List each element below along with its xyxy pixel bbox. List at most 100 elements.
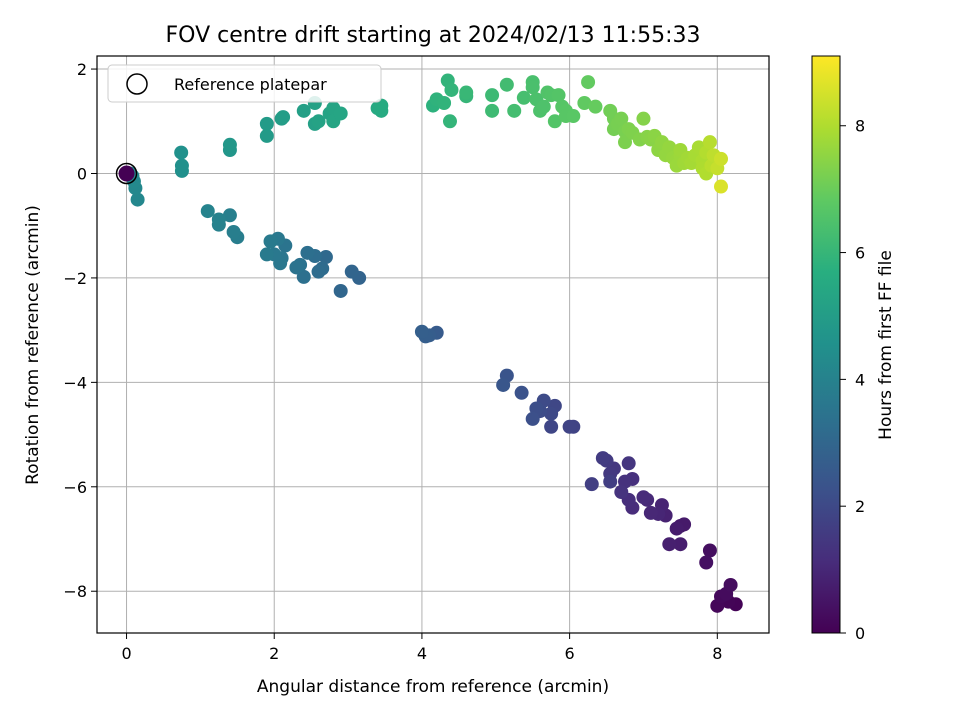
- data-point: [662, 537, 677, 552]
- data-point: [702, 135, 717, 150]
- data-point: [211, 212, 226, 227]
- data-point: [222, 137, 237, 152]
- data-point: [621, 456, 636, 471]
- data-point: [444, 82, 459, 97]
- data-point: [714, 179, 728, 194]
- data-point: [614, 485, 629, 500]
- y-tick-label: −4: [63, 373, 87, 392]
- reference-marker: [115, 162, 138, 185]
- data-point: [442, 114, 457, 129]
- data-point: [174, 145, 189, 160]
- data-point: [636, 111, 651, 126]
- colorbar-tick-label: 4: [855, 370, 865, 389]
- data-point: [333, 283, 348, 298]
- data-point: [496, 377, 511, 392]
- data-point: [551, 88, 566, 103]
- data-point: [259, 247, 274, 262]
- data-point: [603, 474, 618, 489]
- data-point: [499, 77, 514, 92]
- data-point: [437, 95, 452, 110]
- y-axis-label: Rotation from reference (arcmin): [23, 205, 43, 485]
- data-point: [723, 577, 738, 592]
- data-point: [507, 103, 522, 118]
- data-point: [226, 224, 241, 239]
- data-point: [344, 264, 359, 279]
- x-tick-label: 4: [417, 644, 427, 663]
- x-tick-label: 2: [269, 644, 279, 663]
- data-point: [300, 245, 315, 260]
- data-point: [566, 109, 581, 124]
- colorbar-ticks: 0 2 4 6 8: [840, 117, 865, 643]
- data-point: [485, 88, 500, 103]
- data-point: [595, 451, 610, 466]
- data-point: [669, 521, 684, 536]
- x-tick-label: 6: [565, 644, 575, 663]
- data-point: [544, 419, 559, 434]
- chart-title: FOV centre drift starting at 2024/02/13 …: [166, 23, 701, 48]
- data-point: [525, 411, 540, 426]
- data-point: [536, 99, 551, 114]
- data-point: [259, 128, 274, 143]
- legend-label: Reference platepar: [174, 75, 327, 94]
- legend: Reference platepar: [107, 64, 382, 103]
- y-axis-ticks: −8 −6 −4 −2 0 2: [63, 60, 97, 601]
- data-point: [699, 555, 714, 570]
- data-point: [702, 543, 717, 558]
- data-point: [544, 406, 559, 421]
- data-point: [516, 90, 531, 105]
- scatter-points: [115, 73, 743, 613]
- data-point: [485, 103, 500, 118]
- colorbar-tick-label: 6: [855, 244, 865, 263]
- data-point: [296, 269, 311, 284]
- y-tick-label: 0: [77, 164, 87, 183]
- data-point: [259, 116, 274, 131]
- data-point: [222, 208, 237, 223]
- data-point: [581, 75, 596, 90]
- data-point: [562, 419, 577, 434]
- data-point: [618, 135, 632, 150]
- data-point: [311, 264, 326, 279]
- data-point: [414, 324, 429, 339]
- y-tick-label: −2: [63, 269, 87, 288]
- y-tick-label: 2: [77, 60, 87, 79]
- data-point: [577, 95, 592, 110]
- y-tick-label: −6: [63, 478, 87, 497]
- data-point: [673, 537, 688, 552]
- data-point: [318, 250, 333, 265]
- data-point: [614, 111, 629, 126]
- data-point: [636, 490, 651, 505]
- colorbar-tick-label: 8: [855, 117, 865, 136]
- y-tick-label: −8: [63, 582, 87, 601]
- x-axis-label: Angular distance from reference (arcmin): [257, 677, 609, 697]
- data-point: [263, 234, 278, 249]
- data-point: [459, 85, 474, 100]
- data-point: [514, 385, 529, 400]
- data-point: [276, 110, 291, 125]
- colorbar-tick-label: 2: [855, 497, 865, 516]
- x-tick-label: 0: [121, 644, 131, 663]
- x-axis-ticks: 0 2 4 6 8: [121, 633, 722, 663]
- legend-marker: [126, 73, 148, 95]
- colorbar-label: Hours from first FF file: [876, 250, 896, 440]
- data-point: [643, 505, 658, 520]
- plot-frame: [96, 55, 770, 634]
- data-point: [588, 99, 603, 114]
- colorbar: 0 2 4 6 8 Hours from first FF file: [811, 55, 896, 643]
- x-tick-label: 8: [712, 644, 722, 663]
- data-point: [714, 151, 728, 166]
- colorbar-gradient: [811, 55, 841, 634]
- data-point: [296, 103, 311, 118]
- data-point: [584, 477, 599, 492]
- colorbar-tick-label: 0: [855, 624, 865, 643]
- data-point: [174, 158, 189, 173]
- data-point: [333, 106, 348, 121]
- data-point: [289, 260, 304, 275]
- data-point: [130, 192, 145, 207]
- data-point: [547, 114, 562, 129]
- data-point: [525, 80, 540, 95]
- data-point: [200, 204, 215, 219]
- data-point: [311, 114, 326, 129]
- legend-box: [107, 64, 382, 103]
- reference-point-fill: [118, 165, 135, 182]
